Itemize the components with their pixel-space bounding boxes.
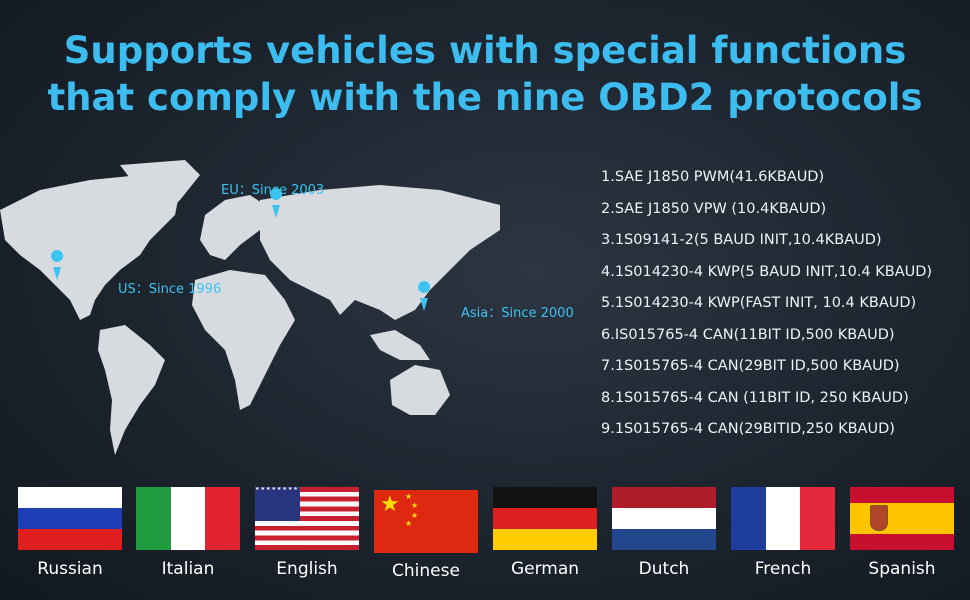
southeast-asia [370,330,430,360]
language-label-spanish: Spanish [868,559,936,579]
africa [192,270,295,410]
france-flag [731,487,835,550]
eu-marker-label: EU：Since 2003 [221,183,325,198]
protocol-item: 8.1S015765-4 CAN (11BIT ID, 250 KBAUD) [601,389,909,406]
protocol-item: 7.1S015765-4 CAN(29BIT ID,500 KBAUD) [601,358,900,374]
greenland [120,160,200,220]
protocol-item: 5.1S014230-4 KWP(FAST INIT, 10.4 KBAUD) [601,295,917,311]
europe [200,195,265,260]
language-label-russian: Russian [37,559,103,579]
protocol-item: 2.SAE J1850 VPW (10.4KBAUD) [601,200,827,217]
star-icon: ★ [380,492,400,517]
protocol-item: 1.SAE J1850 PWM(41.6KBAUD) [601,169,825,185]
map-pin-icon [418,281,431,311]
asia-marker-label: Asia：Since 2000 [461,306,574,321]
star-icon: ★ [411,501,419,510]
germany-flag [493,487,597,550]
usa-flag: ★★★★★★★★★★★★★★★★★★★★★★★★★★★★★★★★★★★★★★★★… [255,487,359,550]
language-label-dutch: Dutch [638,559,690,579]
world-map [0,160,500,455]
headline-line-2: that comply with the nine OBD2 protocols [47,76,923,119]
language-label-chinese: Chinese [392,561,460,581]
map-pin-icon [270,188,283,218]
netherlands-flag [612,487,716,550]
australia [390,365,450,415]
language-label-french: French [754,559,812,579]
us-marker-label: US：Since 1996 [118,282,222,297]
star-icon: ★ [411,511,419,520]
protocol-item: 9.1S015765-4 CAN(29BITID,250 KBAUD) [601,421,895,437]
south-america [98,325,165,455]
italy-flag [136,487,240,550]
protocol-list: 1.SAE J1850 PWM(41.6KBAUD) 2.SAE J1850 V… [601,166,932,450]
protocol-item: 4.1S014230-4 KWP(5 BAUD INIT,10.4 KBAUD) [601,263,933,280]
language-label-english: English [276,559,338,579]
star-icon: ★ [405,492,413,501]
protocol-item: 6.IS015765-4 CAN(11BIT ID,500 KBAUD) [601,326,895,343]
star-icon: ★ [405,519,413,528]
spain-flag [850,487,954,550]
language-label-italian: Italian [161,559,215,579]
protocol-item: 3.1S09141-2(5 BAUD INIT,10.4KBAUD) [601,232,882,248]
headline-line-1: Supports vehicles with special functions [63,29,907,72]
asia [260,185,500,320]
map-pin-icon [51,250,64,280]
russia-flag [18,487,122,550]
coat-of-arms-icon [870,505,888,531]
north-america [0,175,180,320]
language-label-german: German [510,559,580,579]
china-flag: ★ ★ ★ ★ ★ [374,490,478,553]
stars-icon: ★★★★★★★★★★★★★★★★★★★★★★★★★★★★★★★★★★★★★★★★… [255,487,300,521]
